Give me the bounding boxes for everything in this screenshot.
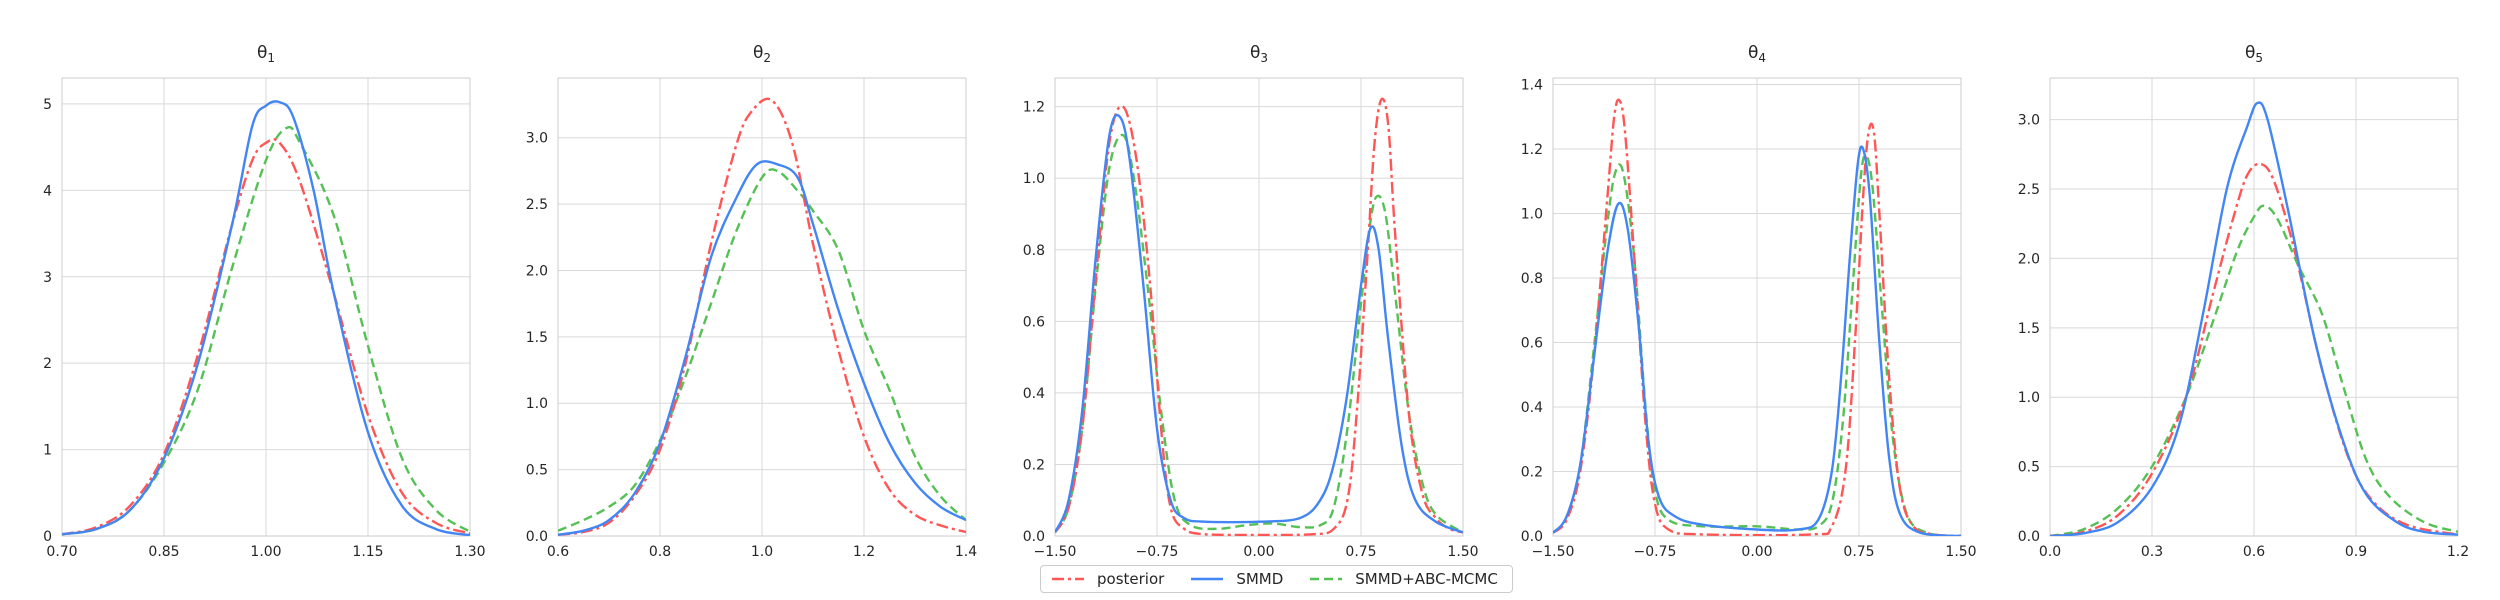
y-tick-label: 0.2 [1521, 464, 1543, 480]
subplot-title: θ1 [257, 43, 275, 65]
x-tick-label: 1.15 [352, 544, 383, 560]
x-tick-label: −1.50 [1532, 544, 1575, 560]
y-tick-label: 0.6 [1521, 335, 1543, 351]
x-tick-label: 1.30 [454, 544, 485, 560]
subplot-theta2: 0.6 0.8 1.0 1.2 1.4 0.0 0.5 1.0 1.5 2.0 2.5 3.0 θ2 [526, 43, 977, 560]
series-line-smmd-abc-mcmc [1055, 133, 1463, 534]
series-line-posterior [62, 137, 470, 536]
y-tick-label: 3 [43, 270, 52, 286]
y-tick-label: 0.5 [2018, 460, 2040, 476]
y-tick-label: 1.5 [526, 330, 548, 346]
y-tick-label: 5 [43, 97, 52, 113]
series-line-smmd [62, 100, 470, 536]
x-tick-label: −1.50 [1034, 544, 1077, 560]
y-tick-label: 0.0 [1521, 529, 1543, 545]
legend-label: SMMD+ABC-MCMC [1355, 570, 1498, 588]
series-line-smmd [558, 160, 966, 536]
legend-swatch [1191, 577, 1224, 581]
x-tick-label: 1.0 [751, 544, 773, 560]
y-tick-label: 2 [43, 356, 52, 372]
x-tick-label: −0.75 [1136, 544, 1179, 560]
y-tick-label: 1.0 [1023, 171, 1045, 187]
x-tick-label: 0.9 [2345, 544, 2367, 560]
subplot-title: θ2 [753, 43, 771, 65]
y-tick-label: 0.0 [1023, 529, 1045, 545]
series-line-smmd [1055, 113, 1463, 534]
legend-item-smmd: SMMD [1190, 570, 1283, 588]
y-tick-label: 3.0 [526, 131, 548, 147]
axes-frame [2049, 77, 2459, 537]
y-tick-label: 2.5 [2018, 182, 2040, 198]
y-tick-label: 0.0 [526, 529, 548, 545]
x-tick-label: 1.00 [250, 544, 281, 560]
legend: posterior SMMD SMMD+ABC-MCMC [1040, 565, 1513, 593]
legend-item-smmd-abc-mcmc: SMMD+ABC-MCMC [1309, 570, 1498, 588]
y-tick-label: 2.0 [526, 263, 548, 279]
series-line-posterior [1553, 98, 1961, 536]
subplot-theta3: −1.50 −0.75 0.00 0.75 1.50 0.0 0.2 0.4 0.6 0.8 1.0… [1023, 43, 1479, 560]
y-tick-label: 0.4 [1023, 386, 1045, 402]
y-tick-label: 1.2 [1023, 100, 1045, 116]
y-tick-label: 0.2 [1023, 457, 1045, 473]
subplot-title: θ5 [2245, 43, 2263, 65]
y-tick-label: 2.5 [526, 197, 548, 213]
x-tick-label: 0.0 [2039, 544, 2061, 560]
series-line-posterior [558, 97, 966, 536]
legend-item-posterior: posterior [1051, 570, 1164, 588]
axes-frame [61, 77, 471, 537]
x-tick-label: 1.2 [2447, 544, 2469, 560]
x-tick-label: 1.50 [1447, 544, 1478, 560]
series-line-smmd [2050, 101, 2458, 536]
subplot-theta4: −1.50 −0.75 0.00 0.75 1.50 0.0 0.2 0.4 0.6 0.8 1.0… [1521, 43, 1977, 560]
x-tick-label: 0.75 [1345, 544, 1376, 560]
legend-label: SMMD [1236, 570, 1284, 588]
y-tick-label: 0.4 [1521, 400, 1543, 416]
y-tick-label: 2.0 [2018, 251, 2040, 267]
axes-frame [557, 77, 967, 537]
y-tick-label: 1.0 [526, 396, 548, 412]
x-tick-label: −0.75 [1634, 544, 1677, 560]
subplot-theta5: 0.0 0.3 0.6 0.9 1.2 0.0 0.5 1.0 1.5 2.0 2.5 3.0 θ5 [2018, 43, 2469, 560]
x-tick-label: 0.70 [46, 544, 77, 560]
x-tick-label: 0.00 [1243, 544, 1274, 560]
series-line-smmd-abc-mcmc [558, 168, 966, 532]
x-tick-label: 0.8 [649, 544, 671, 560]
y-tick-label: 4 [43, 183, 52, 199]
legend-swatch [1310, 577, 1343, 581]
series-line-smmd [1553, 145, 1961, 536]
series-line-smmd-abc-mcmc [2050, 204, 2458, 536]
x-tick-label: 0.6 [547, 544, 569, 560]
y-tick-label: 1.5 [2018, 321, 2040, 337]
y-tick-label: 0.6 [1023, 314, 1045, 330]
y-tick-label: 3.0 [2018, 113, 2040, 129]
series-line-smmd-abc-mcmc [1553, 154, 1961, 536]
legend-swatch [1052, 577, 1084, 581]
subplot-title: θ3 [1250, 43, 1268, 65]
y-tick-label: 0.5 [526, 463, 548, 479]
x-tick-label: 1.50 [1945, 544, 1976, 560]
x-tick-label: 0.6 [2243, 544, 2265, 560]
legend-label: posterior [1097, 570, 1165, 588]
y-tick-label: 1.2 [1521, 142, 1543, 158]
y-tick-label: 1.4 [1521, 77, 1543, 93]
subplot-title: θ4 [1748, 43, 1766, 65]
x-tick-label: 0.75 [1843, 544, 1874, 560]
y-tick-label: 0.0 [2018, 529, 2040, 545]
x-tick-label: 1.2 [853, 544, 875, 560]
x-tick-label: 1.4 [955, 544, 977, 560]
x-tick-label: 0.3 [2141, 544, 2163, 560]
y-tick-label: 0.8 [1023, 243, 1045, 259]
y-tick-label: 0 [43, 529, 52, 545]
x-tick-label: 0.85 [148, 544, 179, 560]
y-tick-label: 1.0 [1521, 206, 1543, 222]
y-tick-label: 1 [43, 443, 52, 459]
y-tick-label: 1.0 [2018, 390, 2040, 406]
x-tick-label: 0.00 [1741, 544, 1772, 560]
subplot-theta1: 0.70 0.85 1.00 1.15 1.30 0 1 2 3 4 5 θ1 [43, 43, 486, 560]
y-tick-label: 0.8 [1521, 271, 1543, 287]
